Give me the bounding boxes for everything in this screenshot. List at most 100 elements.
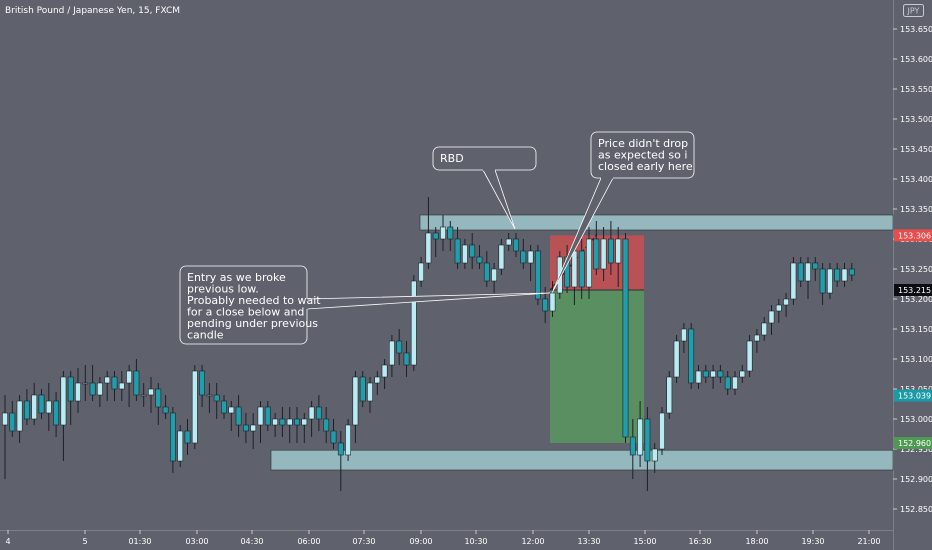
candle	[118, 371, 125, 401]
candle	[381, 359, 388, 389]
candle	[761, 317, 768, 341]
bear-candle-body	[834, 268, 841, 282]
candle	[111, 371, 118, 401]
y-tick-label: 153.000	[900, 415, 932, 424]
bear-candle-body	[111, 376, 118, 390]
candle	[797, 257, 804, 287]
candle	[805, 257, 811, 299]
candle	[666, 371, 673, 419]
candle	[768, 305, 775, 335]
candle	[45, 383, 52, 431]
x-tick-label: 10:30	[464, 537, 487, 546]
y-tick-label: 153.650	[900, 25, 932, 34]
bull-candle-body	[461, 244, 468, 264]
bull-candle-body	[666, 376, 673, 414]
price-tag: 153.039	[894, 389, 932, 402]
x-tick-label: 21:00	[857, 537, 880, 546]
candle	[243, 413, 249, 443]
bull-candle-body	[60, 376, 67, 426]
candle	[680, 323, 687, 353]
callout-text-line: candle	[187, 329, 224, 342]
callout-box	[590, 131, 695, 179]
price-tag-label: 153.306	[898, 231, 931, 240]
price-tags: 153.306 153.215 153.039 152.960	[894, 229, 932, 449]
callout-text-line: pending under previous	[187, 317, 318, 330]
bull-candle-body	[410, 280, 417, 366]
bull-candle-body	[272, 418, 278, 426]
candle	[425, 197, 432, 269]
candle	[53, 392, 59, 437]
callout-text-line: Entry as we broke	[187, 271, 286, 284]
candle	[16, 395, 23, 443]
candle	[67, 371, 74, 425]
bull-candle-body	[206, 394, 213, 397]
currency-label: JPY	[907, 7, 920, 16]
time-axis[interactable]: 4 5 01:30 03:00 04:30 06:00 07:30 09:00 10:30 12:…	[5, 530, 881, 546]
bear-candle-body	[476, 256, 483, 264]
bull-candle-body	[31, 394, 38, 420]
candle	[476, 245, 483, 269]
x-tick-label: 04:30	[240, 537, 263, 546]
candle	[352, 371, 359, 443]
bear-candle-body	[213, 394, 220, 402]
bull-candle-body	[826, 268, 833, 294]
y-tick-label: 153.450	[900, 145, 932, 154]
candle	[739, 365, 746, 383]
bull-candle-body	[367, 382, 373, 402]
take-profit-area[interactable]	[550, 290, 644, 443]
candle	[710, 365, 716, 389]
candle	[746, 335, 753, 377]
candle	[345, 419, 351, 461]
demand-zone[interactable]	[270, 449, 894, 471]
candle	[491, 263, 497, 293]
candle	[337, 431, 344, 491]
bear-candle-body	[622, 238, 629, 438]
bear-candle-body	[89, 382, 96, 396]
candle	[732, 371, 738, 395]
x-tick-label: 5	[82, 537, 87, 546]
bull-candle-body	[177, 430, 184, 462]
bull-candle-body	[425, 232, 432, 264]
bull-candle-body	[783, 298, 789, 306]
candle	[279, 407, 286, 437]
y-tick-label: 153.400	[900, 175, 932, 184]
candle	[403, 341, 410, 377]
candle	[272, 413, 278, 437]
candle	[126, 365, 132, 407]
bear-candle-body	[447, 226, 454, 240]
candle	[140, 383, 147, 407]
candle	[513, 233, 519, 257]
candle	[432, 227, 439, 257]
bull-candle-body	[659, 412, 665, 450]
y-tick-label: 152.900	[900, 475, 932, 484]
currency-label-box[interactable]: JPY	[903, 4, 924, 17]
chart-title: British Pound / Japanese Yen, 15, FXCM	[5, 6, 180, 16]
bear-candle-body	[607, 238, 614, 264]
rbd-callout[interactable]: RBD	[432, 146, 537, 230]
bear-candle-body	[403, 352, 410, 366]
bull-candle-body	[308, 406, 315, 420]
candle	[593, 221, 600, 275]
bull-candle-body	[148, 388, 154, 396]
bull-candle-body	[673, 340, 680, 378]
bear-candle-body	[848, 268, 855, 276]
y-tick-label: 153.150	[900, 325, 932, 334]
supply-zone[interactable]	[419, 214, 894, 231]
candle	[783, 293, 789, 317]
candle	[104, 371, 111, 401]
bear-candle-body	[155, 388, 162, 408]
price-tag-bg	[894, 389, 932, 402]
bull-candle-body	[746, 340, 753, 372]
candle	[75, 368, 81, 413]
bear-candle-body	[724, 376, 731, 390]
candle	[717, 365, 724, 383]
price-tag-label: 152.960	[898, 439, 931, 448]
callout-text-line: closed early here	[598, 160, 693, 173]
candle	[826, 263, 833, 299]
candle	[637, 401, 643, 467]
y-tick-label: 152.850	[900, 505, 932, 514]
bull-candle-body	[761, 322, 768, 336]
